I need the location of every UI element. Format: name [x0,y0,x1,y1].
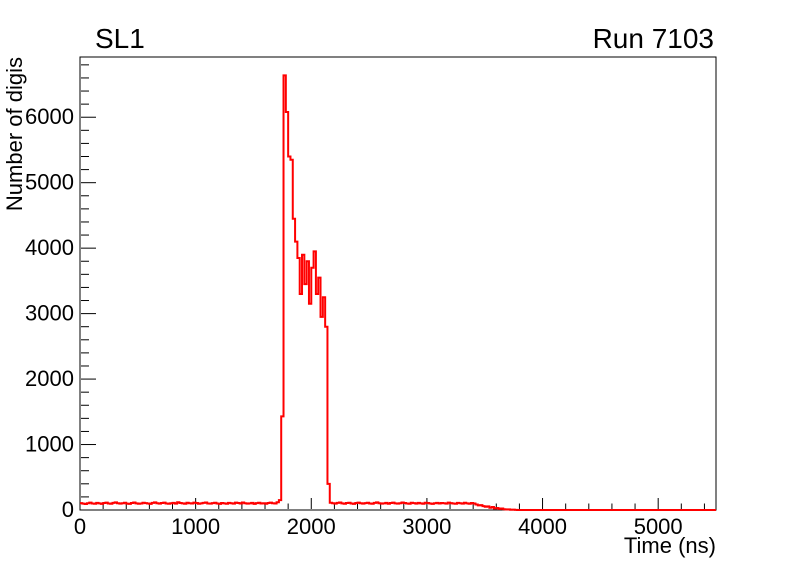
plot-frame [79,56,717,511]
y-tick-label: 1000 [25,432,74,457]
x-tick-label: 0 [74,514,86,539]
y-tick-label: 5000 [25,170,74,195]
x-tick-label: 5000 [634,514,683,539]
y-axis-title: Number of digis [2,57,27,211]
y-tick-label: 6000 [25,104,74,129]
x-tick-label: 4000 [518,514,567,539]
y-tick-labels: 0 1000 2000 3000 4000 5000 6000 [25,104,74,522]
y-tick-label: 0 [62,497,74,522]
x-tick-label: 2000 [287,514,336,539]
x-tick-labels: 0 1000 2000 3000 4000 5000 [74,514,683,539]
y-tick-label: 3000 [25,301,74,326]
chart-title-left: SL1 [95,23,145,54]
histogram-line [80,74,716,511]
x-tick-label: 3000 [402,514,451,539]
chart-title-right: Run 7103 [593,23,714,54]
x-tick-label: 1000 [171,514,220,539]
y-tick-label: 2000 [25,366,74,391]
y-tick-label: 4000 [25,235,74,260]
axis-ticks [79,64,705,511]
x-axis-title: Time (ns) [624,533,716,558]
